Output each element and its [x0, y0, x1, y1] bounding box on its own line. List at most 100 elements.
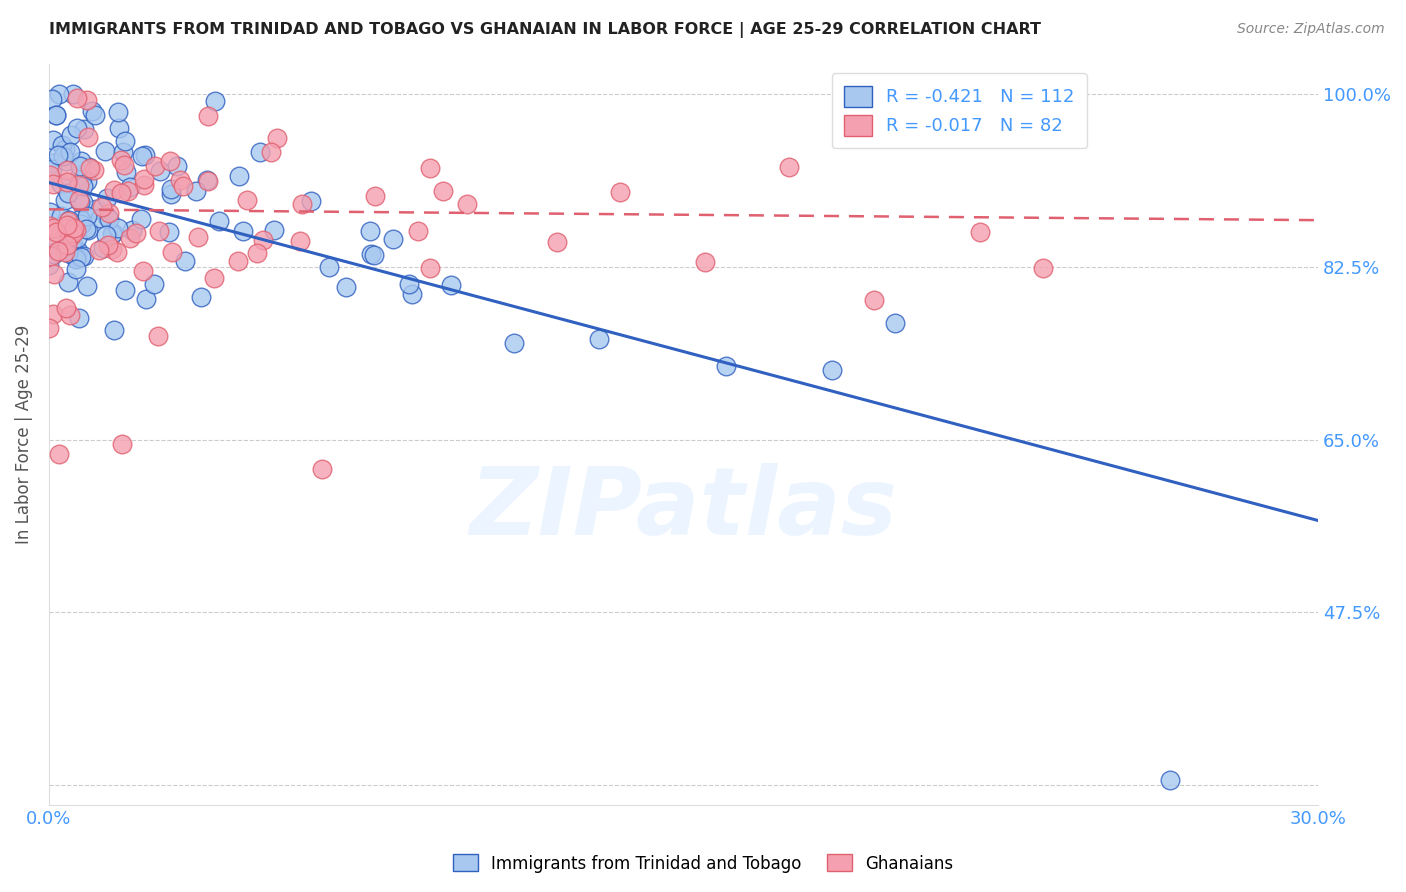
Point [41, 161, 63, 176]
Point [60, 239, 83, 253]
Point [143, 159, 166, 173]
Point [202, 271, 225, 285]
Point [190, 290, 212, 304]
Point [76, 93, 98, 107]
Point [105, 244, 128, 259]
Point [59, 145, 82, 159]
Point [79, 161, 101, 175]
Text: Source: ZipAtlas.com: Source: ZipAtlas.com [1237, 22, 1385, 37]
Point [48, 244, 70, 259]
Point [76, 174, 98, 188]
Point [38, 219, 60, 234]
Point [51, 138, 73, 153]
Point [66, 230, 89, 244]
Point [249, 145, 271, 159]
Point [197, 109, 219, 123]
Point [266, 131, 288, 145]
Text: IMMIGRANTS FROM TRINIDAD AND TOBAGO VS GHANAIAN IN LABOR FORCE | AGE 25-29 CORRE: IMMIGRANTS FROM TRINIDAD AND TOBAGO VS G… [49, 22, 1042, 38]
Point [969, 225, 991, 239]
Point [89, 244, 111, 258]
Point [1159, 773, 1181, 788]
Point [609, 185, 631, 199]
Point [311, 462, 333, 476]
Point [83, 163, 105, 178]
Point [62, 248, 84, 262]
Point [56, 219, 79, 233]
Point [118, 180, 141, 194]
Point [58, 212, 80, 227]
Point [863, 293, 886, 307]
Point [401, 287, 423, 301]
Point [419, 161, 441, 176]
Point [76, 279, 98, 293]
Point [76, 222, 98, 236]
Point [107, 220, 129, 235]
Point [73, 249, 96, 263]
Point [1032, 261, 1054, 276]
Point [186, 184, 208, 198]
Point [76, 130, 98, 145]
Point [39, 231, 62, 245]
Point [363, 247, 385, 261]
Point [56, 232, 79, 246]
Point [53, 142, 76, 156]
Point [335, 280, 357, 294]
Point [66, 121, 89, 136]
Point [62, 227, 84, 241]
Point [693, 255, 716, 269]
Point [456, 197, 478, 211]
Point [98, 212, 121, 227]
Point [148, 329, 170, 343]
Point [125, 227, 148, 241]
Point [58, 308, 80, 322]
Point [135, 292, 157, 306]
Point [884, 316, 907, 330]
Point [38, 168, 60, 182]
Point [110, 153, 132, 167]
Point [70, 171, 93, 186]
Point [45, 107, 67, 121]
Point [62, 87, 84, 101]
Point [93, 241, 115, 255]
Point [45, 225, 67, 239]
Point [546, 235, 568, 250]
Point [70, 218, 93, 232]
Point [56, 246, 79, 260]
Point [42, 177, 65, 191]
Point [114, 283, 136, 297]
Point [111, 437, 134, 451]
Point [204, 95, 226, 109]
Point [108, 120, 131, 135]
Point [103, 323, 125, 337]
Point [360, 247, 382, 261]
Point [70, 250, 93, 264]
Point [39, 204, 62, 219]
Point [41, 92, 63, 106]
Point [252, 233, 274, 247]
Point [42, 247, 65, 261]
Point [77, 222, 100, 236]
Point [157, 225, 180, 239]
Point [56, 275, 79, 289]
Point [107, 105, 129, 120]
Point [503, 335, 526, 350]
Point [159, 181, 181, 195]
Point [48, 447, 70, 461]
Point [103, 183, 125, 197]
Point [96, 210, 118, 224]
Text: ZIPatlas: ZIPatlas [470, 463, 897, 555]
Point [159, 154, 181, 169]
Point [72, 194, 94, 209]
Point [440, 277, 463, 292]
Point [187, 230, 209, 244]
Point [79, 161, 101, 175]
Point [149, 164, 172, 178]
Point [160, 187, 183, 202]
Point [60, 228, 83, 243]
Point [226, 254, 249, 268]
Point [42, 267, 65, 281]
Point [55, 175, 77, 189]
Point [65, 223, 87, 237]
Point [49, 177, 72, 191]
Point [398, 277, 420, 291]
